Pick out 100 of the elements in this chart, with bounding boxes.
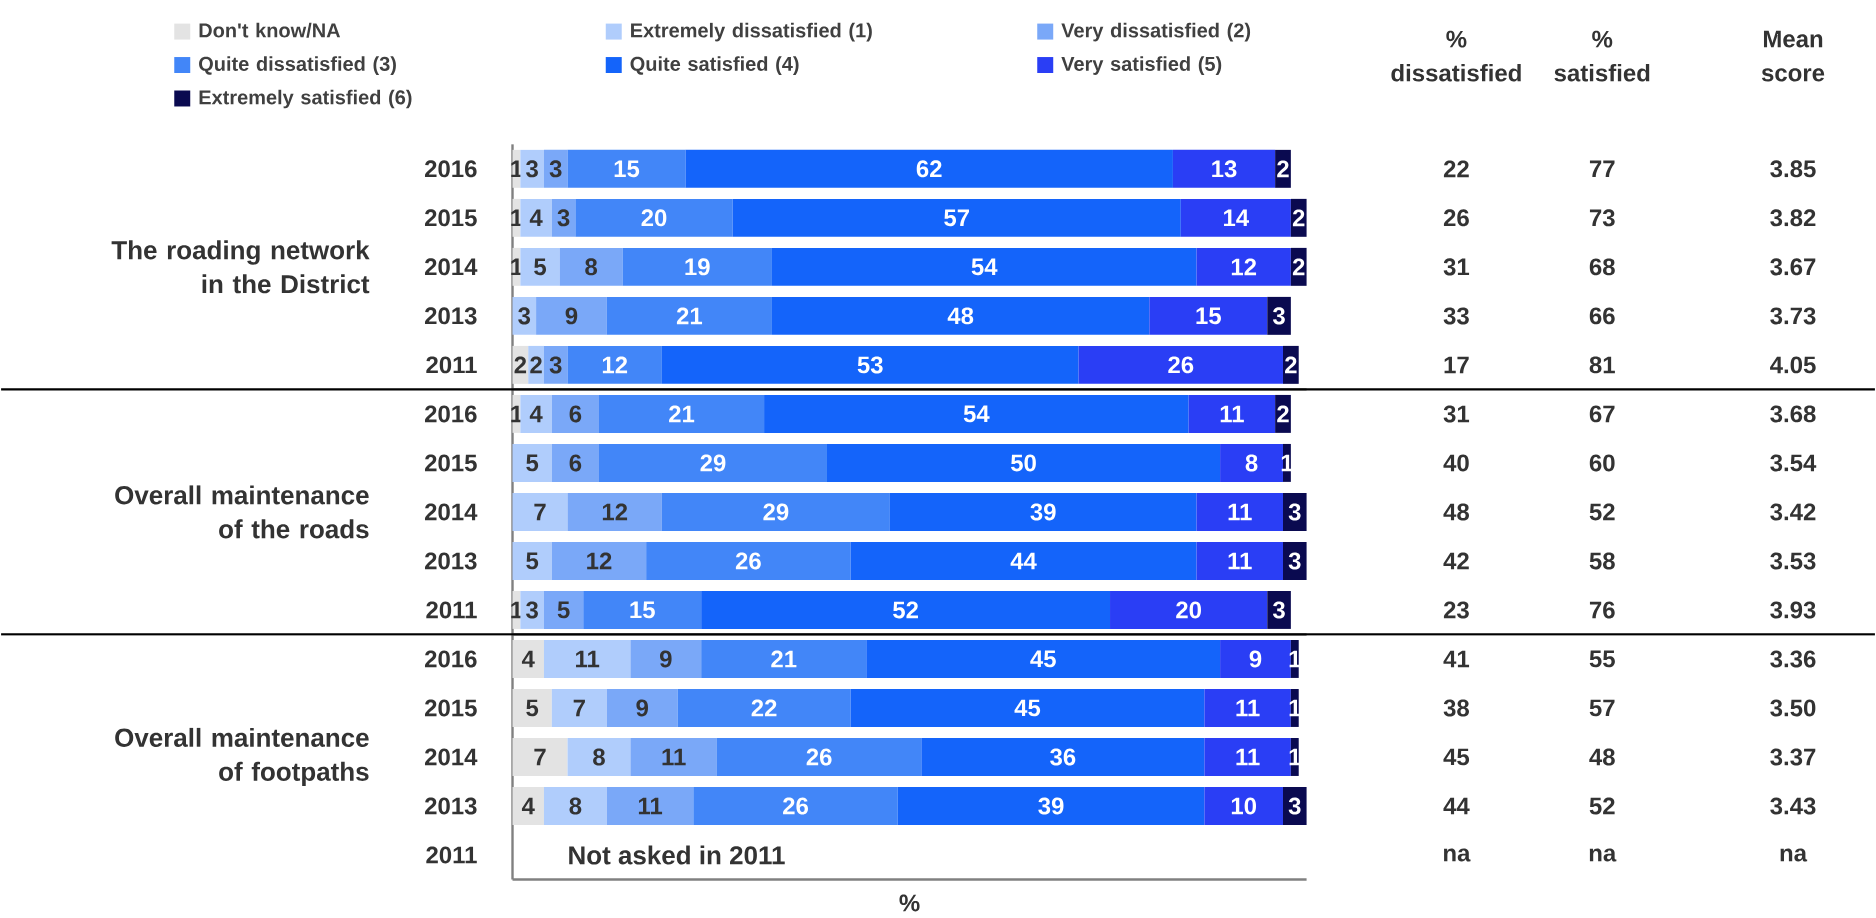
data-label: 14 [1223, 209, 1250, 227]
bar [897, 787, 1205, 825]
bar [1204, 787, 1283, 825]
data-label: 8 [569, 797, 582, 815]
bar [536, 296, 607, 335]
text: 41 [1443, 650, 1470, 668]
data-label: 12 [602, 356, 628, 374]
data-label: 45 [1014, 699, 1041, 717]
bar [677, 688, 851, 727]
bar [567, 149, 686, 188]
text: 77 [1589, 160, 1615, 178]
y-tick-label: 2016 [424, 650, 477, 668]
data-label: 2 [1292, 209, 1305, 227]
bar [850, 688, 1205, 727]
text: 3.67 [1770, 258, 1816, 276]
data-label: 12 [602, 503, 628, 521]
data-label: 8 [1245, 454, 1258, 472]
text: 31 [1443, 405, 1470, 423]
y-tick-label: 2011 [426, 356, 477, 374]
data-label: 15 [614, 160, 640, 178]
text: 3.73 [1770, 307, 1816, 325]
bar [567, 345, 662, 384]
bar [661, 345, 1079, 384]
data-label: 20 [641, 209, 667, 227]
bar [630, 737, 717, 776]
y-axis-title: Overall maintenance of the roads [115, 485, 369, 539]
text: 3.42 [1770, 503, 1816, 521]
text: 3.93 [1770, 601, 1816, 619]
data-label: 54 [971, 258, 998, 276]
bar [606, 296, 772, 335]
bar [1282, 541, 1307, 580]
bar [630, 639, 702, 678]
bar [764, 394, 1189, 433]
bar [1282, 492, 1307, 531]
data-label: 11 [662, 748, 686, 766]
x-axis-title: % [899, 894, 920, 912]
data-label: 62 [916, 160, 942, 178]
bar [1149, 296, 1268, 335]
text: 3.54 [1770, 454, 1817, 472]
y-tick-label: 2016 [424, 160, 477, 178]
bar [575, 198, 733, 237]
text: 76 [1589, 601, 1615, 619]
bar [889, 492, 1197, 531]
bar [598, 394, 765, 433]
text: 38 [1443, 699, 1469, 717]
text: 52 [1589, 797, 1615, 815]
data-label: 11 [1228, 503, 1252, 521]
data-label: 52 [893, 601, 918, 619]
bar [543, 787, 607, 825]
text: 31 [1443, 258, 1470, 276]
data-label: 26 [806, 748, 832, 766]
data-label: 3 [557, 209, 570, 227]
bar [512, 688, 552, 727]
data-label: 9 [1249, 650, 1262, 668]
category-label: Mean score [1761, 30, 1825, 82]
text: 26 [1443, 209, 1469, 227]
text: 23 [1443, 601, 1469, 619]
data-label: 20 [1176, 601, 1201, 619]
data-label: 10 [1231, 797, 1257, 815]
text: 48 [1589, 748, 1615, 766]
bar [606, 688, 678, 727]
y-tick-label: 2016 [424, 405, 477, 423]
text: 3.36 [1770, 650, 1816, 668]
data-label: 26 [1168, 356, 1194, 374]
bar [1078, 345, 1283, 384]
data-label: 12 [1231, 258, 1257, 276]
y-tick-label: 2014 [424, 503, 478, 521]
text: 48 [1443, 503, 1469, 521]
data-label: 3 [1288, 797, 1301, 815]
annotation: Not asked in 2011 [569, 845, 785, 865]
data-label: 5 [557, 601, 570, 619]
text: 60 [1589, 454, 1615, 472]
bar [543, 149, 568, 188]
legend-label: Quite dissatisfied (3) [199, 56, 396, 75]
data-label: 4 [521, 650, 535, 668]
bar [520, 247, 560, 286]
data-label: 6 [569, 405, 582, 423]
bar [771, 296, 1150, 335]
data-label: 7 [573, 699, 585, 717]
data-label: 9 [565, 307, 578, 325]
bar [520, 198, 552, 237]
bar [826, 443, 1221, 482]
data-label: 19 [685, 258, 710, 276]
bar [520, 149, 544, 188]
y-tick-label: 2013 [424, 797, 477, 815]
bar [512, 541, 552, 580]
text: 57 [1589, 699, 1615, 717]
bar [559, 247, 623, 286]
bar [1180, 198, 1291, 237]
text: 3.85 [1770, 160, 1816, 178]
data-label: 5 [526, 552, 539, 570]
data-label: 1 [511, 160, 523, 178]
bar [732, 198, 1181, 237]
text: 3.53 [1770, 552, 1816, 570]
data-label: 4 [529, 209, 543, 227]
bar [1172, 149, 1276, 188]
legend-label: Very dissatisfied (2) [1061, 22, 1251, 42]
data-label: 11 [1236, 699, 1260, 717]
bar [543, 345, 568, 384]
data-label: 9 [636, 699, 648, 717]
